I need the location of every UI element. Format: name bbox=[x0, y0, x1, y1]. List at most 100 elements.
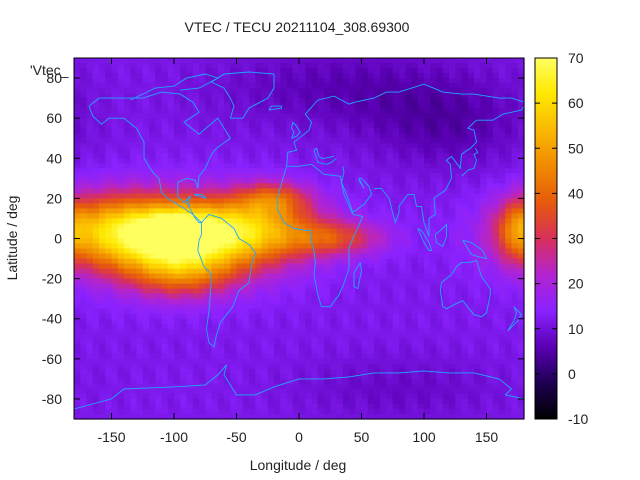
heatmap-cell bbox=[192, 208, 200, 215]
heatmap-cell bbox=[467, 338, 475, 345]
heatmap-cell bbox=[455, 268, 463, 275]
heatmap-cell bbox=[305, 393, 313, 400]
heatmap-cell bbox=[411, 338, 419, 345]
heatmap-cell bbox=[99, 163, 106, 169]
heatmap-cell bbox=[361, 358, 369, 365]
heatmap-cell bbox=[117, 383, 125, 390]
heatmap-cell bbox=[142, 283, 150, 290]
heatmap-cell bbox=[355, 88, 363, 94]
heatmap-cell bbox=[192, 188, 200, 194]
heatmap-cell bbox=[436, 238, 444, 245]
heatmap-cell bbox=[142, 83, 150, 89]
heatmap-cell bbox=[292, 303, 300, 310]
heatmap-cell bbox=[174, 388, 181, 395]
heatmap-cell bbox=[105, 308, 113, 315]
heatmap-cell bbox=[505, 103, 513, 109]
heatmap-cell bbox=[374, 363, 381, 370]
heatmap-cell bbox=[399, 148, 406, 154]
heatmap-cell bbox=[111, 63, 119, 69]
heatmap-cell bbox=[299, 113, 306, 119]
heatmap-cell bbox=[111, 303, 119, 310]
heatmap-cell bbox=[342, 108, 350, 114]
heatmap-cell bbox=[505, 308, 513, 315]
heatmap-cell bbox=[299, 353, 306, 360]
heatmap-cell bbox=[261, 368, 269, 375]
heatmap-cell bbox=[217, 223, 225, 230]
heatmap-cell bbox=[149, 323, 156, 330]
heatmap-cell bbox=[117, 348, 125, 355]
heatmap-cell bbox=[330, 168, 338, 174]
heatmap-cell bbox=[167, 203, 175, 210]
heatmap-cell bbox=[374, 313, 381, 320]
heatmap-cell bbox=[461, 263, 469, 270]
heatmap-cell bbox=[305, 78, 313, 84]
heatmap-cell bbox=[230, 298, 238, 305]
heatmap-cell bbox=[286, 293, 294, 300]
heatmap-cell bbox=[449, 368, 456, 375]
heatmap-cell bbox=[367, 283, 375, 290]
heatmap-cell bbox=[449, 123, 456, 129]
heatmap-cell bbox=[174, 88, 181, 94]
heatmap-cell bbox=[436, 263, 444, 270]
heatmap-cell bbox=[417, 208, 425, 215]
heatmap-cell bbox=[211, 68, 219, 74]
heatmap-cell bbox=[149, 93, 156, 99]
heatmap-cell bbox=[517, 288, 525, 295]
heatmap-cell bbox=[149, 178, 156, 184]
heatmap-cell bbox=[449, 273, 456, 280]
heatmap-cell bbox=[349, 343, 356, 350]
heatmap-cell bbox=[136, 333, 144, 340]
heatmap-cell bbox=[411, 113, 419, 119]
heatmap-cell bbox=[136, 148, 144, 154]
heatmap-cell bbox=[467, 123, 475, 129]
heatmap-cell bbox=[236, 58, 244, 64]
heatmap-cell bbox=[474, 373, 481, 380]
heatmap-cell bbox=[517, 118, 525, 124]
heatmap-cell bbox=[374, 248, 381, 255]
heatmap-cell bbox=[230, 333, 238, 340]
heatmap-cell bbox=[424, 373, 431, 380]
heatmap-cell bbox=[99, 108, 106, 114]
heatmap-cell bbox=[286, 373, 294, 380]
heatmap-cell bbox=[124, 208, 131, 215]
heatmap-cell bbox=[242, 93, 250, 99]
heatmap-cell bbox=[517, 358, 525, 365]
heatmap-cell bbox=[274, 338, 281, 345]
heatmap-cell bbox=[205, 103, 213, 109]
heatmap-cell bbox=[99, 353, 106, 360]
heatmap-cell bbox=[511, 303, 519, 310]
heatmap-cell bbox=[242, 173, 250, 179]
heatmap-cell bbox=[467, 163, 475, 169]
heatmap-cell bbox=[242, 218, 250, 225]
heatmap-cell bbox=[180, 323, 188, 330]
heatmap-cell bbox=[124, 218, 131, 225]
heatmap-cell bbox=[199, 68, 206, 74]
heatmap-cell bbox=[92, 288, 100, 295]
heatmap-cell bbox=[317, 338, 325, 345]
heatmap-cell bbox=[224, 383, 231, 390]
heatmap-cell bbox=[486, 273, 494, 280]
heatmap-cell bbox=[249, 268, 256, 275]
heatmap-cell bbox=[255, 103, 263, 109]
heatmap-cell bbox=[342, 203, 350, 210]
heatmap-cell bbox=[199, 98, 206, 104]
heatmap-cell bbox=[242, 258, 250, 265]
heatmap-cell bbox=[86, 238, 94, 245]
heatmap-cell bbox=[392, 128, 400, 134]
heatmap-cell bbox=[461, 213, 469, 220]
heatmap-cell bbox=[511, 178, 519, 184]
heatmap-cell bbox=[136, 208, 144, 215]
heatmap-cell bbox=[255, 253, 263, 260]
heatmap-cell bbox=[267, 63, 275, 69]
heatmap-cell bbox=[386, 323, 394, 330]
heatmap-cell bbox=[311, 348, 319, 355]
heatmap-cell bbox=[436, 73, 444, 79]
heatmap-cell bbox=[105, 358, 113, 365]
heatmap-cell bbox=[174, 203, 181, 210]
heatmap-cell bbox=[292, 323, 300, 330]
heatmap-cell bbox=[111, 223, 119, 230]
heatmap-cell bbox=[486, 68, 494, 74]
heatmap-cell bbox=[105, 258, 113, 265]
heatmap-cell bbox=[330, 253, 338, 260]
heatmap-cell bbox=[130, 343, 138, 350]
